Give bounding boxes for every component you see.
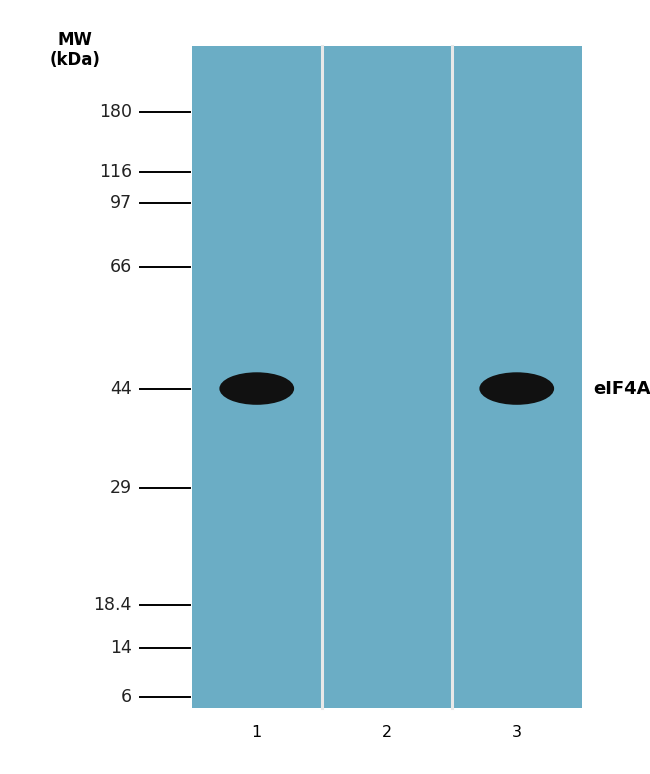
Ellipse shape [220,372,294,405]
Ellipse shape [480,372,554,405]
Text: 2: 2 [382,725,392,740]
Text: 6: 6 [121,687,132,706]
Text: 29: 29 [110,478,132,497]
Text: eIF4A2: eIF4A2 [593,379,650,398]
Bar [192,46,582,708]
Text: 97: 97 [110,194,132,212]
Text: 180: 180 [99,103,132,122]
Text: 3: 3 [512,725,522,740]
Text: 44: 44 [111,379,132,398]
Text: 14: 14 [110,639,132,657]
Text: 1: 1 [252,725,262,740]
Text: 116: 116 [99,163,132,181]
Text: 66: 66 [110,258,132,276]
Text: 18.4: 18.4 [94,596,132,615]
Text: MW
(kDa): MW (kDa) [49,31,100,69]
